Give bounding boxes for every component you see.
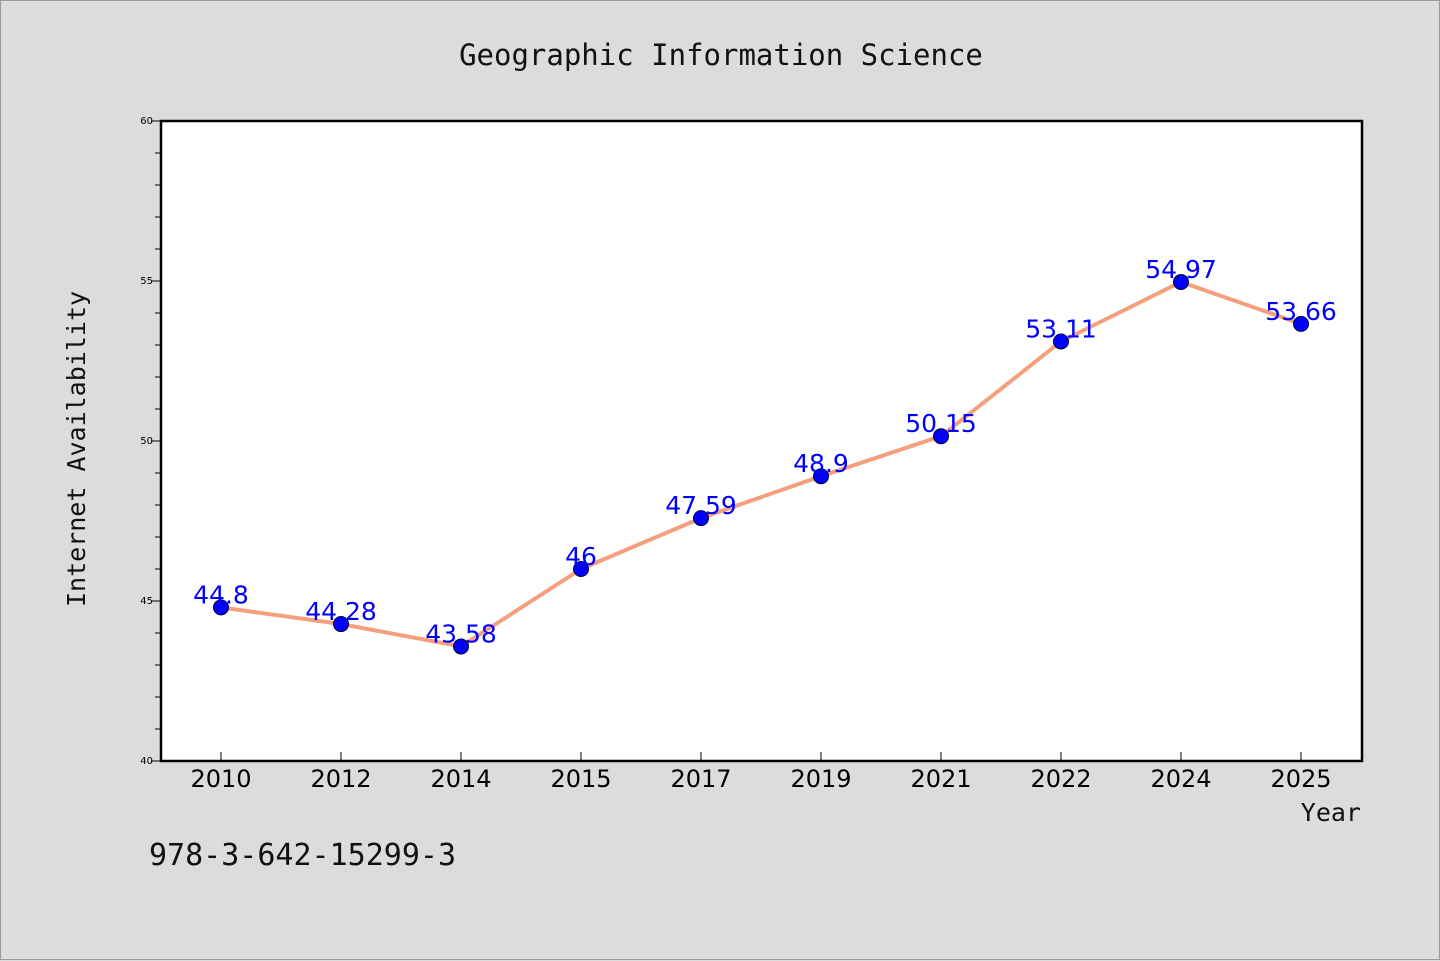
data-point: [813, 468, 829, 485]
data-label: 44.8: [193, 580, 249, 609]
y-tick-label: 45: [140, 596, 153, 607]
data-label: 53.11: [1025, 314, 1097, 343]
y-tick-label: 50: [140, 436, 153, 447]
data-label: 43.58: [425, 619, 497, 648]
x-tick-label: 2019: [790, 765, 851, 793]
data-label: 46: [565, 542, 597, 571]
x-tick-label: 2022: [1030, 765, 1091, 793]
series-line-group: [213, 273, 1309, 655]
data-point: [693, 510, 709, 527]
x-tick-label: 2025: [1270, 765, 1331, 793]
data-label: 47.59: [665, 491, 737, 520]
y-tick-label: 60: [140, 116, 153, 127]
x-tick-label: 2015: [550, 765, 611, 793]
plot-area: [159, 119, 1364, 763]
data-point: [573, 561, 589, 577]
data-label: 50.15: [905, 409, 977, 438]
x-tick-label: 2021: [910, 765, 971, 793]
x-axis: 2010 2012 2014 2015 2017 2019 2021 2022 2024 2025: [190, 752, 1332, 793]
y-tick-label: 40: [140, 756, 153, 767]
series-line: [219, 279, 1303, 649]
data-label: 53.66: [1265, 297, 1337, 326]
x-tick-label: 2024: [1150, 765, 1211, 793]
data-label: 44.28: [305, 597, 377, 626]
x-tick-label: 2014: [430, 765, 491, 793]
data-point: [333, 616, 349, 633]
x-tick-label: 2012: [310, 765, 371, 793]
data-point: [213, 599, 229, 616]
data-point: [1293, 315, 1309, 332]
chart-title: Geographic Information Science: [459, 38, 983, 72]
data-label: 48.9: [793, 449, 849, 478]
data-point: [1173, 273, 1189, 290]
data-point: [453, 638, 469, 655]
x-tick-label: 2017: [670, 765, 731, 793]
data-label: 54.97: [1145, 255, 1217, 284]
x-axis-title: Year: [1301, 798, 1361, 827]
y-tick-label: 55: [140, 276, 153, 287]
data-point: [1053, 333, 1069, 350]
isbn-text: 978-3-642-15299-3: [149, 838, 456, 873]
x-tick-label: 2010: [190, 765, 251, 793]
y-axis-title: Internet Availability: [62, 291, 91, 607]
data-point: [933, 428, 949, 445]
y-axis: 40 45 50 55 60: [140, 116, 161, 767]
data-labels-group: 44.8 44.28 43.58 46 47.59 48.9 50.15 53.11 54.97…: [193, 255, 1337, 648]
